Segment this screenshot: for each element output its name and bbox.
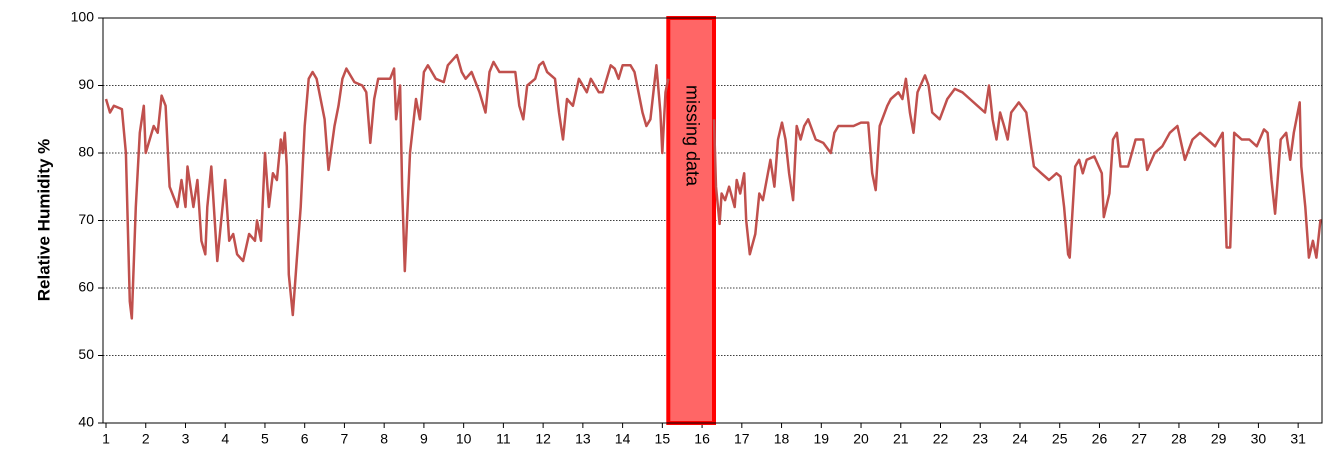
x-tick-label: 9 <box>420 431 428 447</box>
x-tick-label: 7 <box>341 431 349 447</box>
annotation: missing data <box>682 85 702 187</box>
x-tick-label: 4 <box>221 431 229 447</box>
x-tick-label: 16 <box>694 431 710 447</box>
x-tick-label: 11 <box>496 431 511 447</box>
plot-frame <box>102 17 1323 424</box>
y-tick-label: 100 <box>71 9 95 25</box>
y-tick-label: 70 <box>78 211 94 227</box>
x-tick-label: 24 <box>1012 431 1028 447</box>
x-tick-label: 10 <box>456 431 472 447</box>
x-tick-label: 30 <box>1251 431 1267 447</box>
x-tick-label: 31 <box>1290 431 1306 447</box>
x-tick-label: 6 <box>301 431 309 447</box>
x-tick-label: 22 <box>933 431 949 447</box>
x-tick-label: 13 <box>575 431 591 447</box>
x-tick-label: 19 <box>814 431 830 447</box>
x-tick-label: 26 <box>1092 431 1108 447</box>
x-tick-label: 5 <box>261 431 269 447</box>
x-tick-label: 2 <box>142 431 150 447</box>
x-tick-label: 27 <box>1131 431 1147 447</box>
x-tick-label: 28 <box>1171 431 1187 447</box>
y-axis-label: Relative Humidity % <box>34 139 53 302</box>
y-tick-label: 90 <box>78 76 94 92</box>
y-tick-label: 80 <box>78 144 94 160</box>
y-tick-label: 60 <box>78 279 94 295</box>
x-tick-label: 20 <box>853 431 869 447</box>
x-tick-label: 17 <box>734 431 750 447</box>
missing-data-region <box>666 16 717 425</box>
x-tick-label: 18 <box>774 431 790 447</box>
x-tick-label: 23 <box>972 431 988 447</box>
x-tick-label: 8 <box>380 431 388 447</box>
y-tick-label: 40 <box>78 414 94 430</box>
humidity-line <box>104 53 1322 320</box>
x-tick-label: 15 <box>655 431 671 447</box>
x-tick-label: 14 <box>615 431 631 447</box>
x-tick-label: 29 <box>1211 431 1227 447</box>
x-tick-label: 25 <box>1052 431 1068 447</box>
x-tick-label: 3 <box>182 431 190 447</box>
x-tick-label: 12 <box>535 431 551 447</box>
y-tick-label: 50 <box>78 346 94 362</box>
x-tick-label: 21 <box>893 431 909 447</box>
x-tick-label: 1 <box>102 431 110 447</box>
